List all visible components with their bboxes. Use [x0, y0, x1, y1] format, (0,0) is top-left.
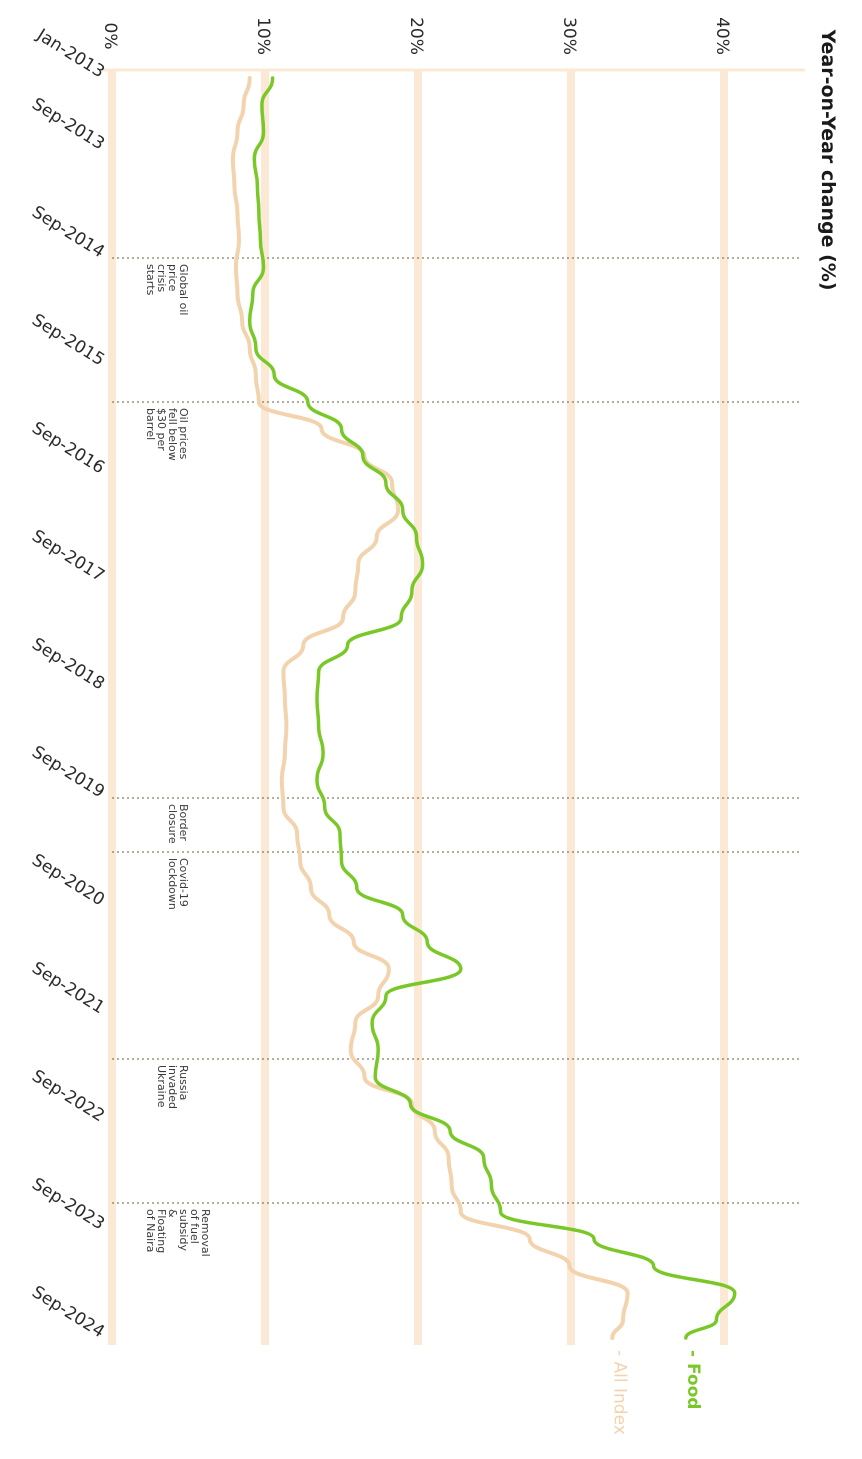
date-tick-label: Sep-2013	[28, 94, 108, 154]
series-line-food	[247, 76, 737, 1340]
event-label: Oil prices	[177, 408, 190, 460]
value-tick-label: 40%	[712, 17, 732, 55]
legend-label-food: - Food	[683, 1350, 703, 1409]
event-label: Russia	[177, 1065, 190, 1100]
event-label: crisis	[155, 264, 168, 292]
chart-title: Year-on-Year change (%)	[817, 29, 839, 291]
gridline-40	[720, 70, 728, 1345]
event-label: closure	[166, 804, 179, 844]
event-label: barrel	[144, 408, 157, 440]
date-tick-label: Sep-2017	[28, 526, 108, 586]
value-tick-label: 10%	[253, 17, 273, 55]
event-label: starts	[144, 264, 157, 296]
date-tick-label: Sep-2022	[28, 1066, 108, 1126]
event-label: subsidy	[177, 1209, 190, 1251]
event-label: Global oil	[177, 264, 190, 315]
event-label: Removal	[199, 1209, 212, 1257]
event-label: invaded	[166, 1065, 179, 1109]
event-label: Ukraine	[155, 1065, 168, 1108]
event-label: Floating	[155, 1209, 168, 1253]
date-tick-label: Sep-2018	[28, 634, 108, 694]
event-label: Covid-19	[177, 858, 190, 907]
gridline-20	[414, 70, 422, 1345]
date-tick-label: Sep-2014	[28, 202, 108, 262]
date-tick-label: Sep-2015	[28, 310, 108, 370]
event-label: Border	[177, 804, 190, 841]
event-label: &	[166, 1209, 179, 1218]
value-tick-label: 0%	[100, 23, 120, 50]
date-tick-label: Sep-2019	[28, 742, 108, 802]
event-label: $30 per	[155, 408, 168, 451]
series-line-all-index	[230, 76, 630, 1340]
date-tick-label: Sep-2016	[28, 418, 108, 478]
event-label: fell below	[166, 408, 179, 461]
gridline-30	[567, 70, 575, 1345]
date-tick-label: Jan-2013	[32, 25, 108, 83]
value-tick-label: 30%	[559, 17, 579, 55]
event-label: of Naira	[144, 1209, 157, 1252]
event-label: of fuel	[188, 1209, 201, 1244]
date-tick-label: Sep-2020	[28, 850, 108, 910]
gridline-0	[108, 70, 116, 1345]
event-label: price	[166, 264, 179, 292]
date-tick-label: Sep-2021	[28, 958, 108, 1018]
legend-label-all-index: - All Index	[609, 1350, 629, 1435]
value-tick-label: 20%	[406, 17, 426, 55]
event-label: lockdown	[166, 858, 179, 910]
date-tick-label: Sep-2023	[28, 1174, 108, 1234]
gridline-10	[261, 70, 269, 1345]
date-tick-label: Sep-2024	[28, 1282, 108, 1342]
